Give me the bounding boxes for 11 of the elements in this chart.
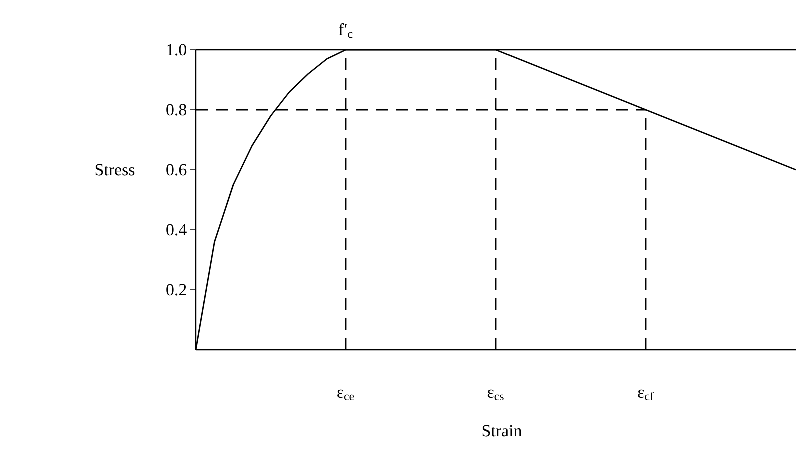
x-tick-label: ε$_{ce}$	[338, 390, 354, 401]
x-axis-title: Strain	[482, 425, 522, 437]
x-tick-label: ε$_{cs}$	[488, 390, 504, 401]
y-tick-label: 0.2	[166, 284, 186, 296]
y-tick-label: 0.6	[166, 164, 187, 176]
y-tick-label: 0.4	[166, 224, 187, 236]
y-tick-label: 0.8	[166, 104, 187, 116]
annotation: f′$_{c}$	[338, 24, 353, 38]
x-tick-label: ε$_{cf}$	[638, 390, 654, 401]
y-tick-label: 1.0	[167, 44, 187, 56]
y-axis-title: Stress	[96, 164, 135, 176]
